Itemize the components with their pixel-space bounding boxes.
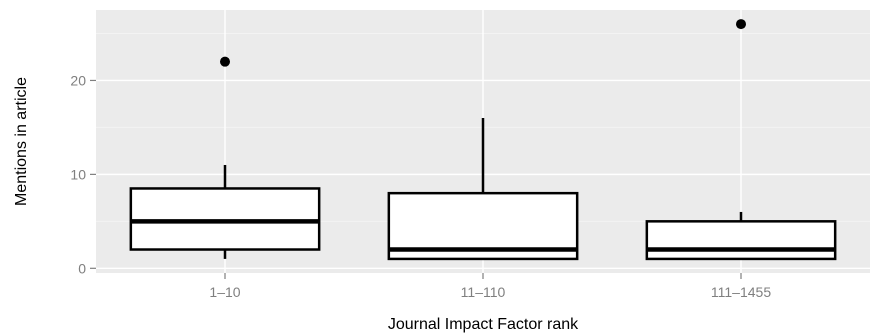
axes: 0 10 20 1–10 11–110 111–1455	[70, 72, 771, 300]
y-tick-label: 20	[70, 72, 86, 88]
x-tick-label: 11–110	[461, 284, 506, 300]
y-axis-title: Mentions in article	[13, 77, 30, 206]
x-tick-label: 111–1455	[711, 284, 771, 300]
box-group	[129, 19, 837, 261]
y-tick-label: 0	[78, 260, 86, 276]
x-tick-label: 1–10	[209, 284, 240, 300]
box-1	[129, 56, 321, 259]
outlier-point	[736, 19, 746, 30]
iqr-box	[129, 187, 321, 251]
x-axis-title: Journal Impact Factor rank	[388, 316, 579, 333]
iqr-box	[645, 220, 837, 261]
outlier-point	[220, 56, 230, 67]
box-2	[387, 118, 579, 261]
y-tick-label: 10	[70, 166, 86, 182]
box-3	[645, 19, 837, 261]
